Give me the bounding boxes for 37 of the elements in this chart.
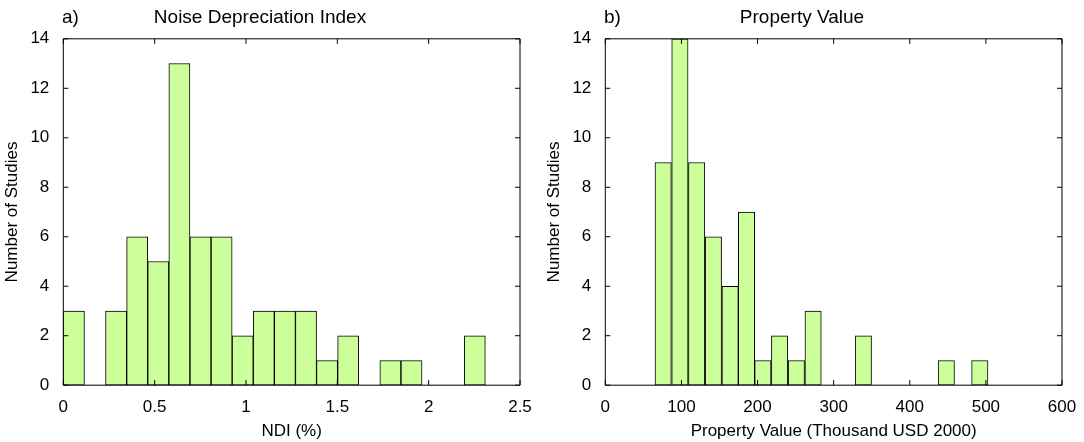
x-tick-label: 1.5	[325, 397, 350, 417]
y-tick-label: 0	[39, 374, 50, 394]
x-tick-label: 1	[241, 397, 251, 417]
y-tick-label: 6	[39, 226, 50, 246]
y-axis-title: Number of Studies	[1, 141, 21, 283]
y-tick-label: 2	[581, 325, 592, 345]
x-tick-label: 600	[1047, 397, 1077, 417]
y-tick-label: 14	[30, 28, 50, 48]
x-tick-label: 0.5	[142, 397, 167, 417]
x-tick-label: 2	[423, 397, 434, 417]
y-tick-label: 12	[572, 77, 592, 97]
x-tick-label: 400	[895, 397, 924, 417]
x-tick-label: 500	[971, 397, 1001, 417]
x-tick-label: 100	[667, 397, 696, 417]
y-tick-label: 12	[30, 77, 50, 97]
chart-title: Property Value	[739, 5, 865, 27]
text: a)	[62, 6, 79, 28]
y-tick-label: 0	[581, 374, 592, 394]
y-tick-label: 10	[572, 127, 592, 147]
y-tick-label: 10	[30, 127, 50, 147]
x-tick-label: 300	[819, 397, 848, 417]
x-axis-title: NDI (%)	[261, 421, 322, 441]
y-tick-label: 8	[39, 176, 50, 196]
y-tick-label: 8	[581, 176, 592, 196]
chart-title: Noise Depreciation Index	[153, 5, 367, 27]
y-axis-title: Number of Studies	[543, 141, 563, 283]
y-tick-label: 4	[39, 275, 50, 295]
y-tick-label: 2	[39, 325, 50, 345]
x-tick-label: 0	[600, 397, 611, 417]
y-tick-label: 14	[572, 28, 592, 48]
text: b)	[604, 6, 621, 28]
y-tick-label: 6	[581, 226, 592, 246]
x-tick-label: 2.5	[508, 397, 532, 417]
x-tick-label: 200	[743, 397, 772, 417]
y-tick-label: 4	[581, 275, 592, 295]
x-tick-label: 0	[58, 397, 69, 417]
x-axis-title: Property Value (Thousand USD 2000)	[690, 421, 977, 441]
